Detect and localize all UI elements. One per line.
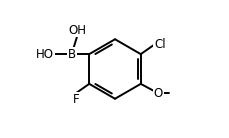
Text: F: F	[72, 93, 79, 106]
Text: B: B	[67, 48, 75, 61]
Text: OH: OH	[68, 24, 86, 37]
Text: HO: HO	[36, 48, 54, 61]
Text: Cl: Cl	[154, 38, 165, 51]
Text: O: O	[153, 87, 162, 100]
